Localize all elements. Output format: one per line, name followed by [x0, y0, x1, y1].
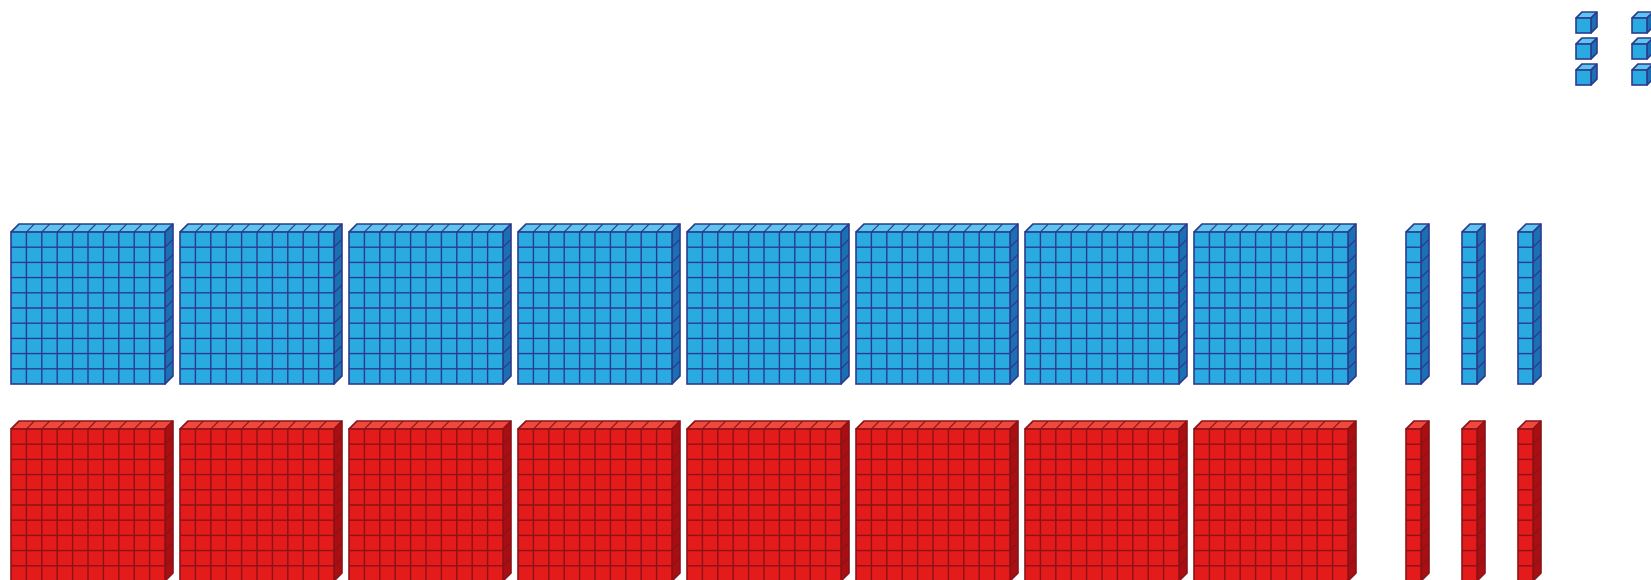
unit-cube [1631, 63, 1651, 86]
hundreds-flat [517, 223, 681, 385]
hundreds-flat [348, 420, 512, 580]
unit-cube [1575, 11, 1598, 34]
hundreds-flat [10, 223, 174, 385]
hundreds-flat [179, 223, 343, 385]
hundreds-flat [855, 223, 1019, 385]
hundreds-flat [348, 223, 512, 385]
hundreds-flat [517, 420, 681, 580]
tens-rod [1461, 420, 1486, 580]
red-blocks-row [10, 420, 1542, 580]
hundreds-flat [1193, 223, 1357, 385]
hundreds-flat [1024, 223, 1188, 385]
tens-rod [1517, 420, 1542, 580]
hundreds-flat [686, 420, 850, 580]
unit-cube [1575, 37, 1598, 60]
tens-rod [1461, 223, 1486, 385]
unit-cube [1631, 11, 1651, 34]
hundreds-flat [1193, 420, 1357, 580]
unit-cube [1631, 37, 1651, 60]
tens-rod [1405, 420, 1430, 580]
unit-cube [1575, 63, 1598, 86]
unit-cubes-group [1575, 11, 1651, 86]
blue-blocks-row [10, 223, 1542, 385]
hundreds-flat [179, 420, 343, 580]
tens-rod [1517, 223, 1542, 385]
tens-rod [1405, 223, 1430, 385]
hundreds-flat [10, 420, 174, 580]
hundreds-flat [686, 223, 850, 385]
hundreds-flat [855, 420, 1019, 580]
hundreds-flat [1024, 420, 1188, 580]
